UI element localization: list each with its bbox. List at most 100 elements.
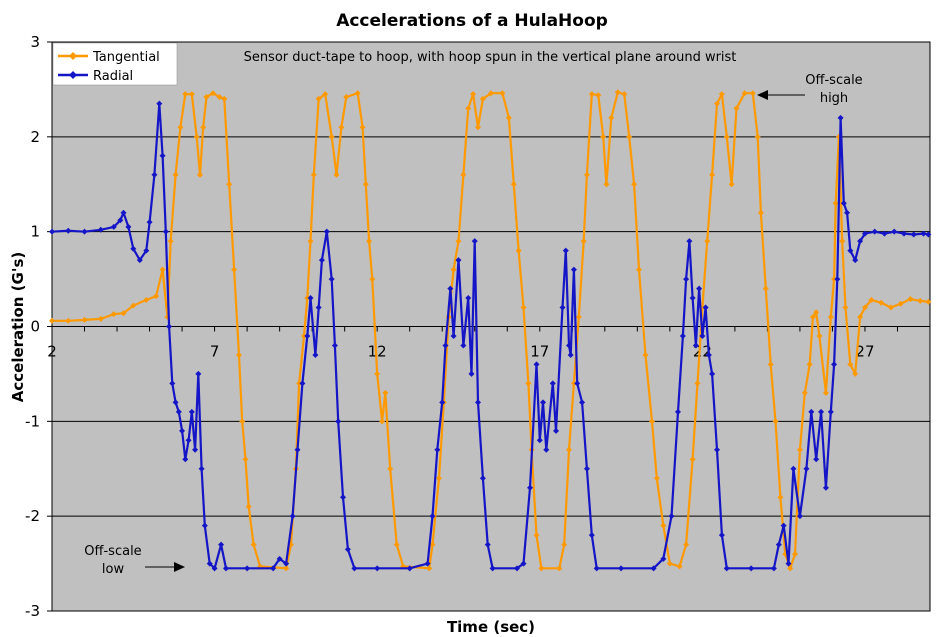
- data-point-tangential: [359, 124, 366, 131]
- data-point-radial: [175, 408, 182, 415]
- data-point-radial: [198, 465, 205, 472]
- data-point-radial: [852, 257, 859, 264]
- data-point-radial: [340, 494, 347, 501]
- data-point-radial: [696, 285, 703, 292]
- data-point-tangential: [772, 418, 779, 425]
- data-point-radial: [323, 228, 330, 235]
- data-point-tangential: [796, 446, 803, 453]
- data-point-radial: [831, 361, 838, 368]
- data-point-radial: [871, 228, 878, 235]
- data-point-radial: [474, 399, 481, 406]
- data-point-radial: [679, 332, 686, 339]
- data-point-radial: [683, 276, 690, 283]
- data-point-radial: [211, 565, 218, 572]
- data-point-radial: [65, 227, 72, 234]
- data-point-tangential: [203, 94, 210, 101]
- data-point-tangential: [328, 133, 335, 140]
- y-tick-label: 0: [30, 318, 40, 336]
- legend-label-radial: Radial: [93, 69, 133, 84]
- data-point-radial: [374, 565, 381, 572]
- y-tick-label: -3: [25, 602, 40, 620]
- data-point-tangential: [455, 238, 462, 245]
- data-point-radial: [593, 565, 600, 572]
- data-point-tangential: [296, 380, 303, 387]
- data-point-radial: [315, 304, 322, 311]
- data-point-tangential: [813, 309, 820, 316]
- data-point-tangential: [216, 94, 223, 101]
- data-point-tangential: [283, 565, 290, 572]
- data-point-radial: [442, 342, 449, 349]
- x-tick-label: 27: [855, 343, 874, 361]
- data-point-radial: [460, 342, 467, 349]
- data-point-tangential: [435, 475, 442, 482]
- data-point-tangential: [767, 361, 774, 368]
- data-point-tangential: [832, 200, 839, 207]
- data-point-radial: [484, 541, 491, 548]
- data-point-radial: [714, 446, 721, 453]
- data-point-radial: [514, 565, 521, 572]
- data-point-radial: [861, 230, 868, 237]
- data-point-tangential: [143, 296, 150, 303]
- data-point-tangential: [666, 560, 673, 567]
- data-point-tangential: [231, 266, 238, 273]
- data-point-radial: [294, 446, 301, 453]
- data-point-tangential: [648, 418, 655, 425]
- data-point-tangential: [660, 522, 667, 529]
- data-point-radial: [439, 399, 446, 406]
- data-point-tangential: [239, 418, 246, 425]
- data-point-tangential: [907, 295, 914, 302]
- data-point-radial: [201, 522, 208, 529]
- data-point-radial: [837, 114, 844, 121]
- data-point-radial: [588, 532, 595, 539]
- data-point-tangential: [97, 315, 104, 322]
- data-point-radial: [813, 456, 820, 463]
- data-point-tangential: [505, 114, 512, 121]
- data-point-tangential: [827, 314, 834, 321]
- data-point-radial: [770, 565, 777, 572]
- data-point-tangential: [153, 293, 160, 300]
- data-point-tangential: [897, 300, 904, 307]
- data-point-tangential: [718, 91, 725, 98]
- data-point-tangential: [583, 171, 590, 178]
- data-point-tangential: [580, 238, 587, 245]
- data-point-radial: [818, 408, 825, 415]
- data-point-radial: [185, 437, 192, 444]
- legend-swatch-tangential: [58, 52, 88, 60]
- data-point-tangential: [182, 91, 189, 98]
- data-point-tangential: [852, 370, 859, 377]
- data-point-tangential: [533, 532, 540, 539]
- data-point-tangential: [167, 238, 174, 245]
- data-point-tangential: [925, 298, 932, 305]
- data-point-tangential: [676, 563, 683, 570]
- annotation-low-line2: low: [102, 562, 125, 577]
- data-point-tangential: [310, 171, 317, 178]
- data-point-tangential: [749, 90, 756, 97]
- data-point-radial: [689, 295, 696, 302]
- data-point-radial: [790, 465, 797, 472]
- data-point-radial: [450, 332, 457, 339]
- data-point-radial: [270, 565, 277, 572]
- y-tick-label: 2: [30, 128, 40, 146]
- data-point-radial: [49, 228, 55, 235]
- data-point-tangential: [315, 95, 322, 102]
- data-point-tangential: [868, 296, 875, 303]
- data-point-tangential: [787, 565, 794, 572]
- data-point-radial: [834, 276, 841, 283]
- data-point-tangential: [393, 541, 400, 548]
- data-point-radial: [143, 247, 150, 254]
- x-tick-label: 12: [368, 343, 387, 361]
- legend: Tangential Radial: [52, 42, 178, 86]
- data-point-radial: [910, 231, 917, 238]
- data-point-tangential: [250, 541, 257, 548]
- data-point-tangential: [878, 299, 885, 306]
- data-point-tangential: [426, 565, 433, 572]
- data-point-radial: [276, 555, 283, 562]
- series-layer: [49, 89, 932, 572]
- data-point-tangential: [642, 351, 649, 358]
- data-point-tangential: [307, 238, 314, 245]
- data-point-radial: [307, 295, 314, 302]
- data-point-radial: [705, 351, 712, 358]
- data-point-radial: [130, 245, 137, 252]
- data-point-radial: [785, 560, 792, 567]
